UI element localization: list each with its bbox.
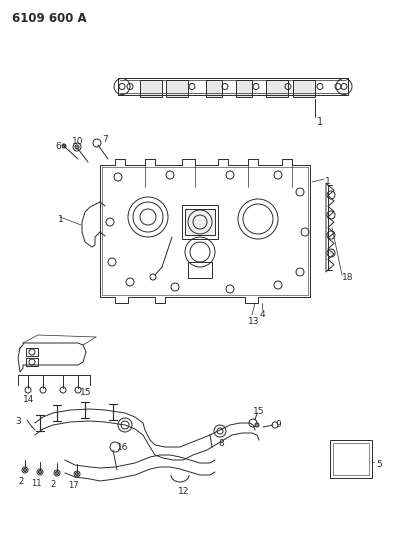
Text: 5: 5 [375,460,381,469]
Circle shape [75,472,78,475]
Circle shape [254,423,258,427]
Text: 3: 3 [15,417,21,426]
Bar [236,80,252,97]
Circle shape [23,469,27,472]
Bar [205,80,221,97]
Text: 2: 2 [50,480,56,489]
Bar [26,358,38,366]
Text: 10: 10 [72,137,83,146]
Text: 18: 18 [341,273,353,282]
Text: 17: 17 [67,481,78,490]
Text: 1: 1 [58,215,63,224]
Bar [329,440,371,478]
Bar [332,443,368,475]
Bar [184,209,214,235]
Text: 14: 14 [23,395,34,404]
Bar [166,80,188,97]
Circle shape [62,144,66,148]
Text: 6109 600 A: 6109 600 A [12,12,86,25]
Bar [188,262,211,278]
Circle shape [38,471,41,473]
Text: 11: 11 [31,479,41,488]
Bar [292,80,314,97]
Text: 12: 12 [178,487,189,496]
Circle shape [55,472,58,474]
Text: 15: 15 [80,388,91,397]
Text: 1: 1 [324,177,330,186]
Text: 2: 2 [18,477,24,486]
Bar [265,80,287,97]
Bar [26,348,38,356]
Text: 1: 1 [316,117,322,127]
Text: 15: 15 [252,407,264,416]
Text: 13: 13 [247,317,259,326]
Bar [139,80,162,97]
Text: 16: 16 [117,443,128,452]
Text: 8: 8 [218,439,223,448]
Circle shape [119,84,125,90]
Text: 9: 9 [274,420,280,429]
Circle shape [340,84,346,90]
Circle shape [75,145,79,149]
Text: 4: 4 [259,310,265,319]
Text: 7: 7 [102,135,108,144]
Bar [182,205,218,239]
Text: 6: 6 [55,142,61,151]
